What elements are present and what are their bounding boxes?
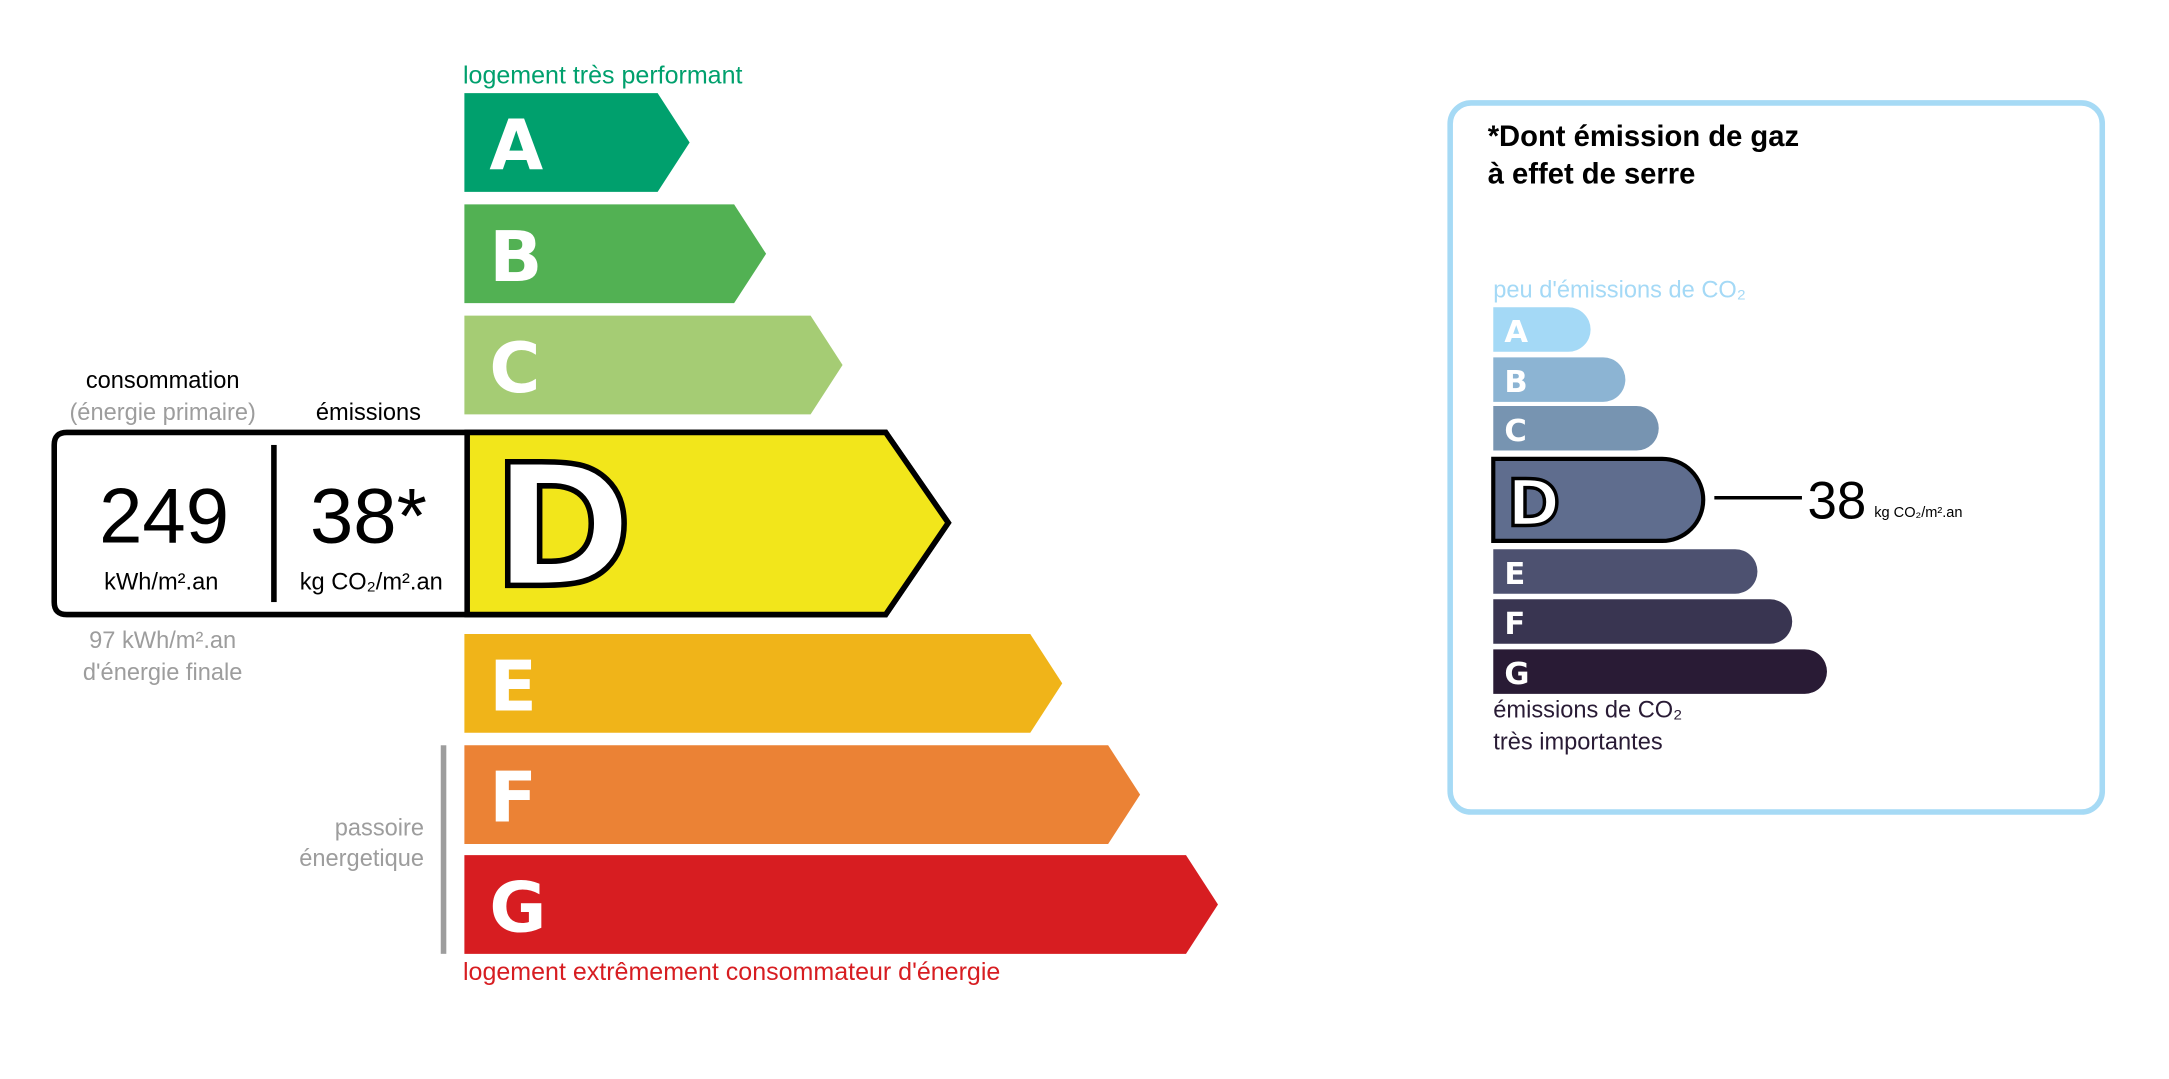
final-energy-label: d'énergie finale	[83, 660, 243, 686]
consumption-value: 249	[99, 473, 229, 559]
ges-class-letter: A	[1504, 315, 1528, 350]
energy-bottom-label: logement extrêmement consommateur d'éner…	[463, 958, 1000, 986]
ges-top-label: peu d'émissions de CO₂	[1493, 278, 1746, 304]
ges-class-letter: G	[1504, 657, 1529, 692]
ges-unit: kg CO₂/m².an	[1874, 505, 1962, 521]
passoire-divider	[440, 745, 447, 954]
ges-class-e-bar	[1493, 549, 1758, 594]
ges-class-c-bar	[1493, 406, 1659, 451]
energy-class-g-bar	[464, 855, 1218, 954]
ges-class-letter: C	[1504, 414, 1526, 449]
ges-class-g-bar	[1493, 649, 1827, 694]
energy-class-f-bar	[464, 745, 1141, 844]
energy-class-letter: G	[489, 868, 546, 949]
ges-title: *Dont émission de gaz	[1488, 121, 1799, 153]
energy-scale: ABC EFG	[464, 93, 1218, 954]
ges-class-letter: E	[1504, 557, 1525, 592]
ges-class-a-bar	[1493, 307, 1591, 352]
ges-class-letter: D	[1507, 468, 1560, 542]
current-class-letter: D	[492, 429, 633, 626]
consumption-unit: kWh/m².an	[104, 570, 218, 596]
energy-class-c-bar	[464, 315, 843, 415]
consumption-subheader: (énergie primaire)	[69, 400, 255, 426]
passoire-label: passoire	[335, 816, 424, 842]
emissions-value: 38*	[310, 473, 427, 559]
consumption-header: consommation	[86, 368, 240, 394]
value-divider	[271, 444, 277, 603]
ges-class-b-bar	[1493, 357, 1626, 402]
ges-title: à effet de serre	[1488, 159, 1696, 191]
ges-class-letter: F	[1504, 607, 1525, 642]
energy-class-e-bar	[464, 634, 1063, 733]
ges-class-letter: B	[1504, 365, 1527, 400]
energy-class-a-bar	[464, 93, 690, 192]
energy-class-b-bar	[464, 204, 767, 304]
energy-class-letter: A	[489, 106, 543, 187]
passoire-label: énergetique	[299, 846, 424, 872]
energy-class-letter: C	[489, 328, 540, 409]
energy-class-letter: B	[489, 217, 542, 298]
energy-top-label: logement très performant	[463, 61, 743, 89]
emissions-unit: kg CO₂/m².an	[300, 570, 443, 596]
ges-bottom-label: émissions de CO₂	[1493, 697, 1682, 723]
energy-class-letter: F	[489, 758, 536, 839]
ges-class-d-bar	[1491, 456, 1706, 543]
energy-class-letter: E	[489, 647, 536, 728]
ges-class-f-bar	[1493, 599, 1793, 644]
ges-value: 38	[1808, 472, 1867, 531]
ges-bottom-label: très importantes	[1493, 729, 1662, 755]
final-energy-value: 97 kWh/m².an	[89, 628, 236, 654]
emissions-header: émissions	[316, 400, 421, 426]
current-class-arrow	[464, 429, 952, 618]
